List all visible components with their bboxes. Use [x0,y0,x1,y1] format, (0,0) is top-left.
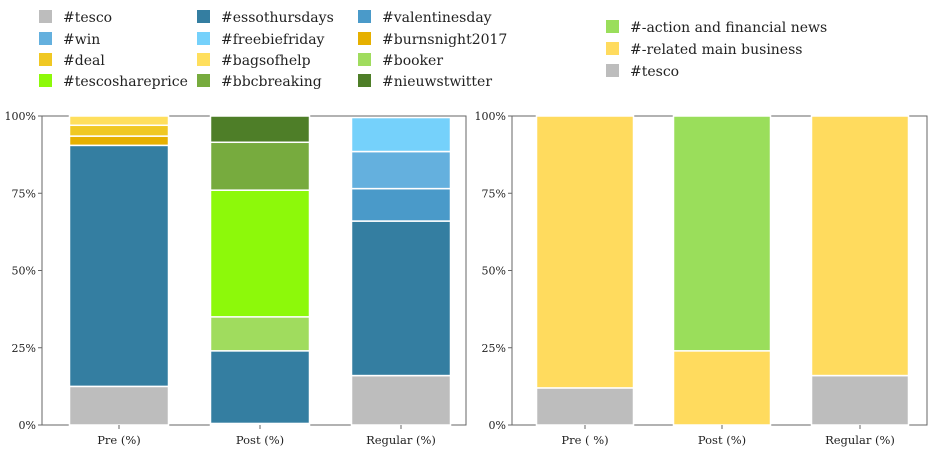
left-bar-segment-essothursdays-pre [68,144,170,388]
left-bar-segment-bbcbreaking-post [209,141,311,191]
left-legend-item-nieuwstwitter: #nieuwstwitter [358,74,492,90]
left-legend-label: #essothursdays [221,10,334,26]
left-legend-label: #tesco [63,10,112,26]
left-category-label: Post (%) [236,433,284,447]
right-legend-label: #-action and financial news [630,20,827,36]
left-legend-item-burnsnight2017: #burnsnight2017 [358,32,507,48]
left-bar-segment-tescoshareprice-post [209,189,311,318]
right-legend-item-tesco: #tesco [606,64,679,80]
left-legend-item-bagsofhelp: #bagsofhelp [197,53,311,69]
right-bar-segment-tesco-pre [535,387,635,426]
left-legend-item-valentinesday: #valentinesday [358,10,492,26]
left-legend-label: #bagsofhelp [221,53,311,69]
left-bar-segment-deal-pre [68,124,170,137]
right-category-label: Pre ( %) [561,433,608,447]
left-y-tick-label: 0% [19,419,36,432]
right-bar-segment-tesco-regular [810,374,910,426]
left-legend-item-win: #win [39,32,100,48]
right-y-tick-label: 50% [482,265,506,278]
left-y-tick-label: 75% [12,187,36,200]
left-legend-swatch [358,53,371,66]
right-category-label: Regular (%) [825,433,895,447]
right-legend-label: #-related main business [630,42,802,58]
left-legend-item-deal: #deal [39,53,105,69]
right-legend-swatch [606,42,619,55]
left-y-tick-label: 100% [5,110,36,123]
left-legend-swatch [358,74,371,87]
left-category-label: Regular (%) [366,433,436,447]
right-bar-segment-related-main-business-regular [810,115,910,377]
left-category-label: Pre (%) [97,433,141,447]
left-legend-swatch [197,74,210,87]
right-legend-swatch [606,20,619,33]
left-legend-label: #deal [63,53,105,69]
left-legend-swatch [39,74,52,87]
right-bar-segment-related-main-business-post [672,350,772,426]
left-legend-item-essothursdays: #essothursdays [197,10,334,26]
left-bar-segment-essothursdays-post [209,350,311,425]
right-y-tick-label: 100% [475,110,506,123]
left-bar-segment-tesco-pre [68,385,170,426]
left-legend-swatch [197,10,210,23]
right-legend-swatch [606,64,619,77]
left-legend-label: #bbcbreaking [221,74,322,90]
left-legend-item-booker: #booker [358,53,443,69]
left-legend-label: #win [63,32,100,48]
right-y-tick-label: 75% [482,187,506,200]
right-legend-item-related-main-business: #-related main business [606,42,802,58]
left-bar-segment-essothursdays-regular [350,220,452,377]
left-legend-item-tesco: #tesco [39,10,112,26]
chart-right: 0% 25% 50% 75% 100% Pre ( %) Post (%) Regular (… [475,110,928,447]
left-y-tick-label: 25% [12,342,36,355]
left-legend-swatch [197,53,210,66]
right-legend-item-action-and-financial-news: #-action and financial news [606,20,827,36]
left-legend-swatch [39,32,52,45]
right-bar-segment-related-main-business-pre [535,115,635,389]
left-bar-segment-valentinesday-regular [350,187,452,222]
left-legend-label: #freebiefriday [221,32,325,48]
left-legend-item-tescoshareprice: #tescoshareprice [39,74,188,90]
right-legend-label: #tesco [630,64,679,80]
left-bar-segment-freebiefriday-regular [350,116,452,153]
left-legend-label: #nieuwstwitter [382,74,492,90]
left-legend-item-bbcbreaking: #bbcbreaking [197,74,322,90]
left-legend-swatch [358,10,371,23]
left-legend-swatch [197,32,210,45]
right-category-label: Post (%) [698,433,746,447]
right-y-tick-label: 0% [489,419,506,432]
left-legend-swatch [39,53,52,66]
right-y-tick-label: 25% [482,342,506,355]
left-bar-segment-burnsnight2017-pre [68,135,170,147]
legend-right: #-action and financial news #-related mai… [606,20,827,80]
left-legend-item-freebiefriday: #freebiefriday [197,32,325,48]
left-bar-segment-bagsofhelp-pre [68,115,170,127]
left-legend-label: #tescoshareprice [63,74,188,90]
chart-left: 0% 25% 50% 75% 100% Pre (%) Post (%) Regular (%… [5,110,467,447]
left-legend-label: #booker [382,53,443,69]
left-bar-segment-win-regular [350,150,452,190]
left-bar-segment-booker-post [209,316,311,352]
left-legend-swatch [358,32,371,45]
left-y-tick-label: 50% [12,265,36,278]
left-legend-label: #valentinesday [382,10,492,26]
right-bar-segment-action-and-financial-news-post [672,115,772,352]
legend-left: #tesco #essothursdays #valentinesday #win #f… [39,10,507,90]
left-legend-swatch [39,10,52,23]
left-bar-segment-nieuwstwitter-post [209,115,311,144]
left-bar-segment-tesco-regular [350,374,452,426]
left-legend-label: #burnsnight2017 [382,32,507,48]
